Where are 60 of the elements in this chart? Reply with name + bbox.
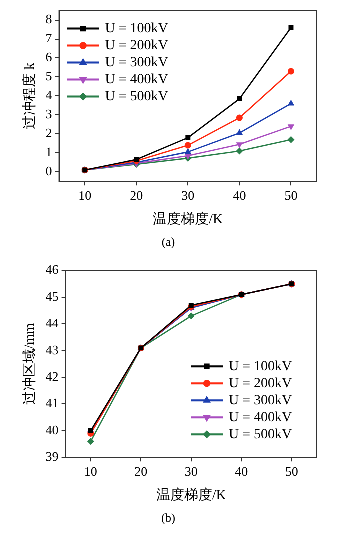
legend-label: U = 300kV [229,393,292,408]
legend-label: U = 100kV [229,359,292,374]
point [188,312,195,320]
point [185,148,192,154]
y-tick-label: 4 [46,88,53,103]
point [185,154,192,160]
legend-label: U = 200kV [229,376,292,392]
x-axis-title: 温度梯度/K [153,211,224,228]
x-tick-label: 40 [235,464,248,479]
legend-label: U = 200kV [105,38,168,54]
x-tick-label: 30 [182,188,195,203]
y-tick-label: 5 [46,68,52,84]
y-tick-label: 6 [46,50,53,65]
legend-label: U = 400kV [229,410,292,426]
point [88,428,94,434]
x-axis-title: 温度梯度/K [156,487,226,504]
y-tick-label: 41 [46,396,59,411]
point [237,96,242,102]
y-tick-label: 39 [46,449,59,464]
y-tick-label: 40 [46,422,59,438]
legend-label: U = 500kV [229,427,292,442]
point [236,142,243,148]
y-tick-label: 46 [46,262,60,278]
point [236,148,243,154]
y-tick-label: 2 [46,126,52,141]
x-tick-label: 50 [285,464,298,479]
y-axis-title: 过冲区域/mm [22,323,38,406]
y-tick-label: 0 [46,164,52,179]
text: (a) [160,234,176,251]
point [236,114,243,122]
x-tick-label: 50 [284,188,298,203]
y-tick-label: 1 [46,144,52,160]
point [186,135,191,140]
text: (b) [160,510,176,527]
y-tick-label: 43 [46,342,59,358]
x-tick-label: 10 [78,188,92,203]
y-tick-label: 44 [46,316,60,331]
legend-label: U = 500kV [105,89,168,104]
point [184,142,192,149]
y-axis-title: 过冲程度 k [22,62,38,130]
x-tick-label: 30 [184,464,198,479]
y-tick-label: 7 [46,30,53,46]
y-tick-label: 3 [46,106,52,122]
legend-label: U = 400kV [105,72,168,88]
point [236,130,243,136]
point [288,68,294,75]
y-tick-label: 45 [46,288,59,304]
legend-label: U = 100kV [105,21,168,36]
x-tick-label: 10 [84,464,98,479]
x-tick-label: 20 [134,464,148,479]
legend-label: U = 300kV [105,55,168,70]
point [188,303,194,308]
point [88,438,94,445]
point [288,25,294,30]
x-tick-label: 40 [233,188,246,203]
y-tick-label: 8 [46,12,52,27]
point [288,136,294,144]
y-tick-label: 42 [46,368,59,384]
x-tick-label: 20 [130,188,144,203]
point [288,124,294,130]
